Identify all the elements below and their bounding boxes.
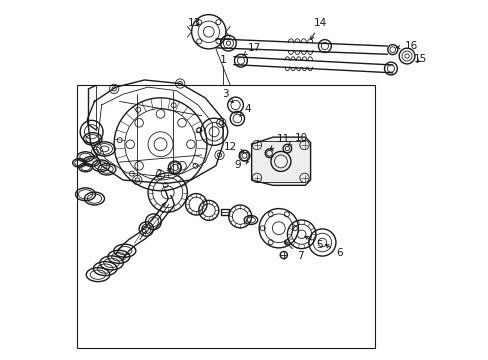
Text: 7: 7 xyxy=(284,242,304,261)
Polygon shape xyxy=(251,137,310,185)
Text: 11: 11 xyxy=(270,134,289,149)
Text: 17: 17 xyxy=(243,43,261,55)
Text: 13: 13 xyxy=(187,18,201,28)
Text: 15: 15 xyxy=(413,54,427,64)
Text: 16: 16 xyxy=(396,41,417,51)
Text: 1: 1 xyxy=(219,55,226,65)
Text: 8: 8 xyxy=(141,203,165,236)
Bar xyxy=(220,209,229,215)
Text: 6: 6 xyxy=(325,244,342,258)
Text: 5: 5 xyxy=(305,236,323,250)
Text: 9: 9 xyxy=(234,159,248,170)
Text: 14: 14 xyxy=(310,18,326,40)
Bar xyxy=(77,85,374,348)
Text: 3: 3 xyxy=(222,89,233,103)
Text: 10: 10 xyxy=(288,133,307,145)
Text: 12: 12 xyxy=(223,142,243,152)
Text: 4: 4 xyxy=(239,104,251,116)
Text: 2: 2 xyxy=(155,168,171,179)
